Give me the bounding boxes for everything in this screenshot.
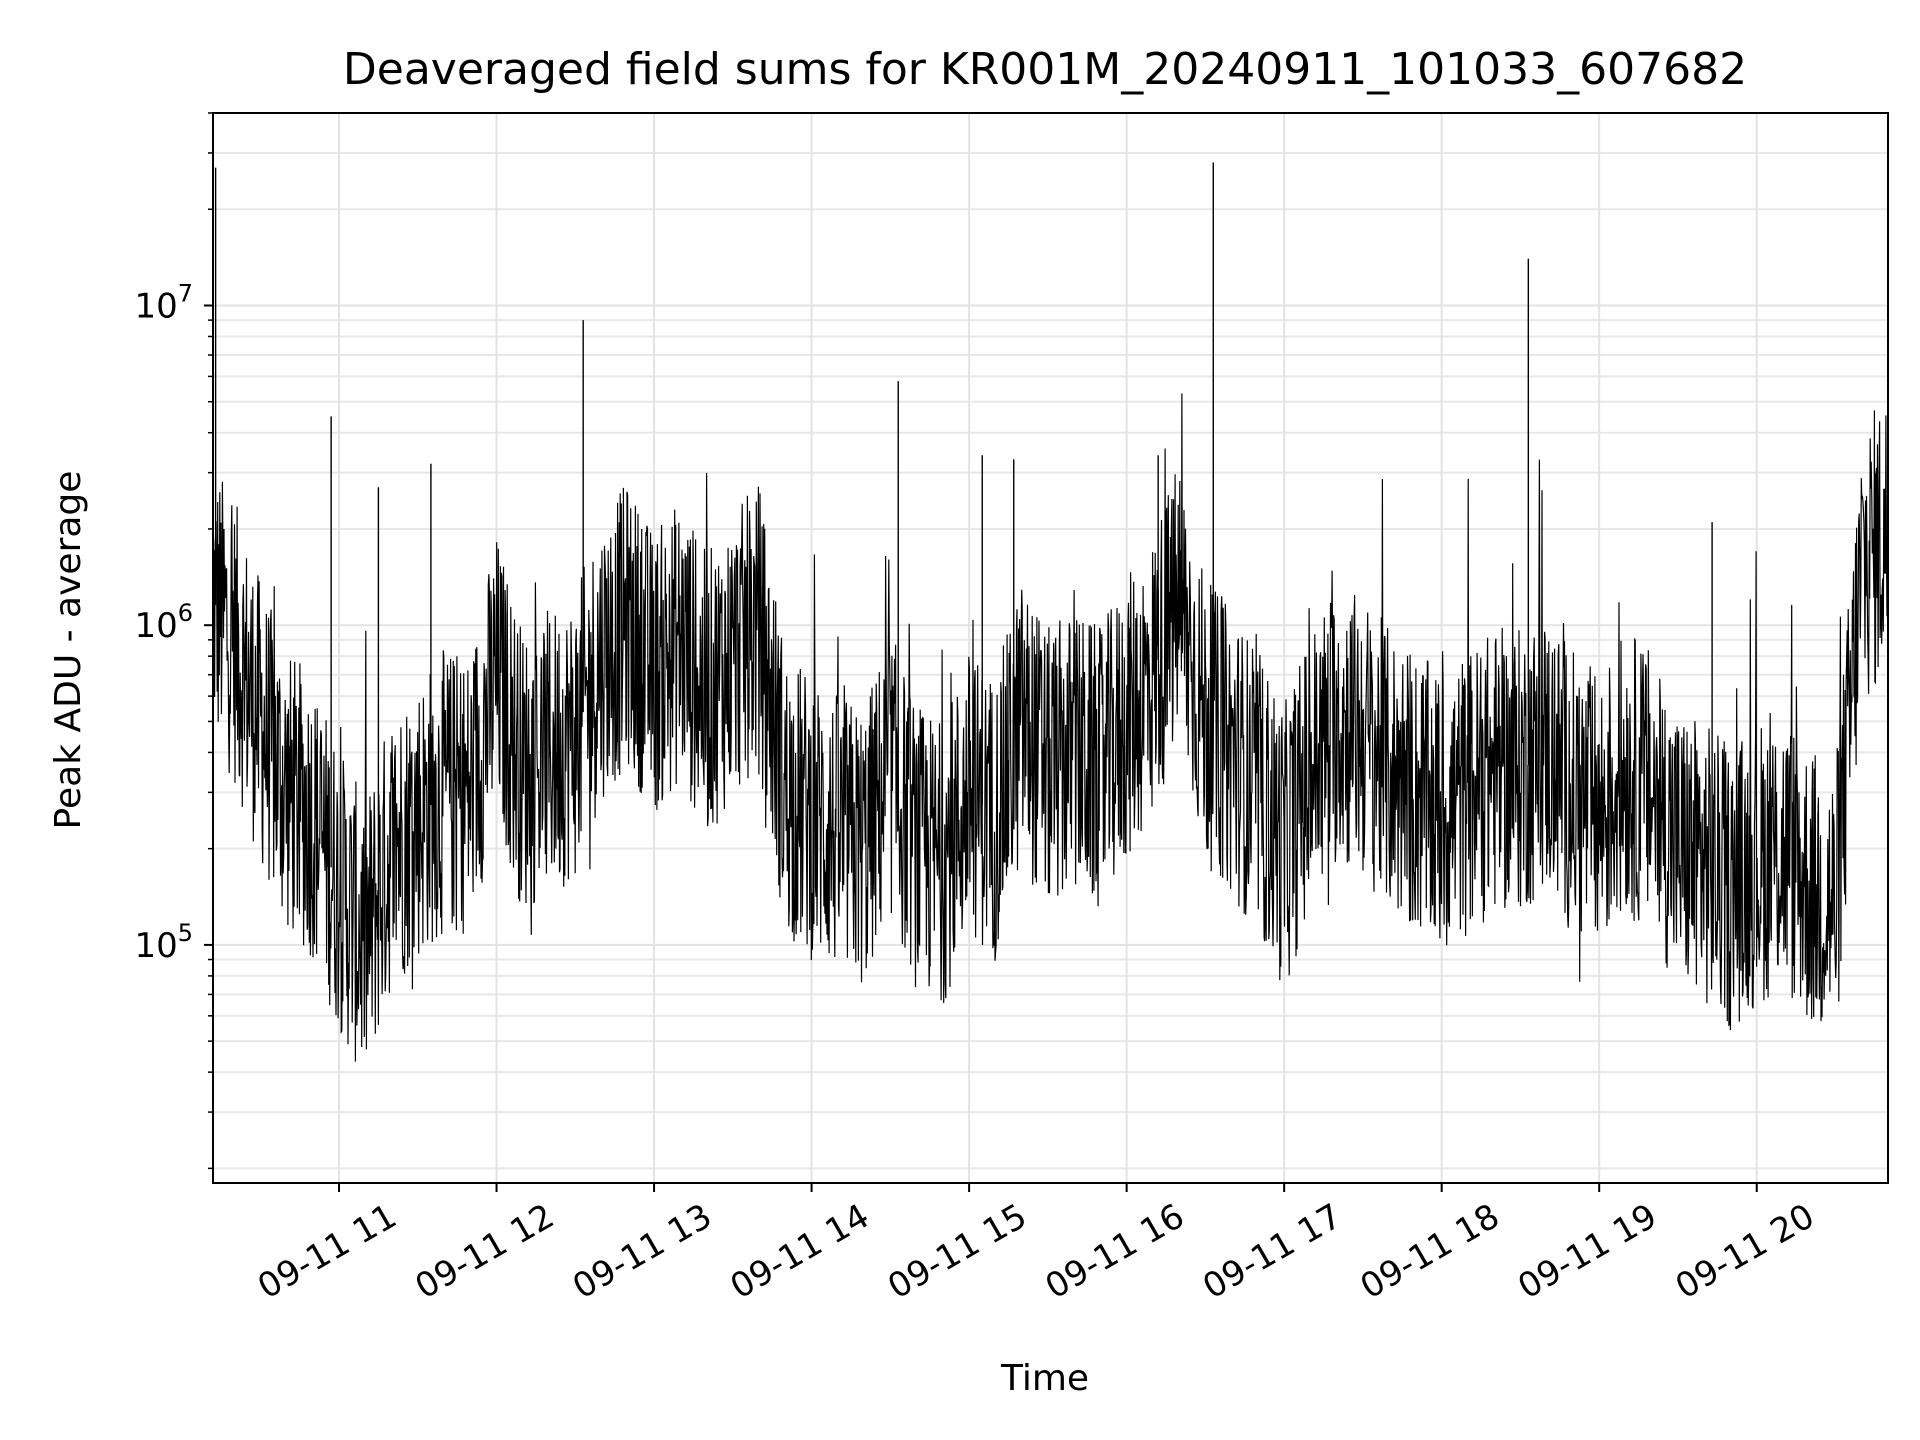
y-axis-label: Peak ADU - average [48, 471, 89, 830]
axis-ticks [204, 112, 1758, 1192]
y-tick-label: 106 [134, 599, 193, 646]
y-tick-label: 105 [134, 919, 193, 966]
x-axis-label: Time [1000, 1358, 1089, 1399]
plot-frame [212, 112, 1889, 1184]
series-layer [212, 162, 1889, 1062]
data-series-line [212, 393, 1889, 1062]
chart-title: Deaveraged field sums for KR001M_2024091… [343, 44, 1747, 95]
y-tick-label: 107 [134, 279, 193, 326]
